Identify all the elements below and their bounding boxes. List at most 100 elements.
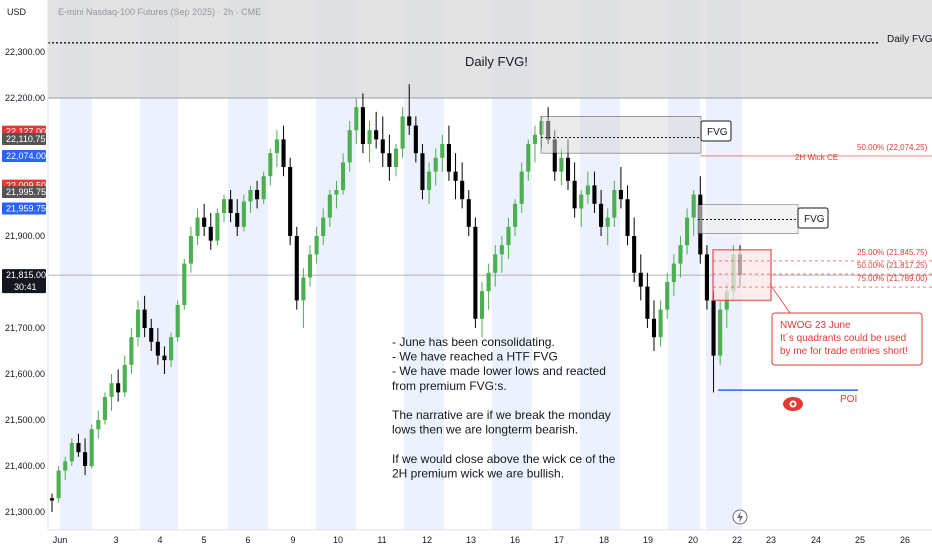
nwog-callout[interactable]: NWOG 23 June It´s quadrants could be use…: [771, 312, 923, 366]
price-tick-label: 22,300.00: [5, 47, 45, 57]
price-tag[interactable]: 22,074.00: [2, 149, 46, 162]
candle-body: [49, 498, 55, 501]
candle-body: [565, 157, 571, 181]
price-tag[interactable]: 22,110.75: [2, 133, 46, 146]
time-tick-label: 22: [732, 535, 742, 545]
price-tag[interactable]: 21,959.75: [2, 202, 46, 215]
candle-body: [221, 199, 227, 213]
candle-body: [718, 309, 723, 356]
candle-body: [486, 272, 491, 292]
daily-fvg-label: Daily FVG: [887, 34, 932, 45]
candle-body: [261, 176, 266, 200]
price-tag-label: 22,127.00: [6, 127, 46, 137]
currency-label[interactable]: USD: [7, 7, 27, 17]
time-tick-label: 13: [466, 535, 476, 545]
candle-body: [235, 213, 240, 227]
note-line: lows then we are longterm bearish.: [392, 423, 578, 437]
candle-body: [89, 429, 94, 466]
candle-body: [274, 139, 279, 154]
time-tick-label: 17: [554, 535, 564, 545]
fvg-1-zone[interactable]: [540, 116, 702, 154]
time-tick-label: 3: [113, 535, 118, 545]
price-tick-label: 21,500.00: [5, 415, 45, 425]
candle-body: [711, 300, 716, 356]
candle-body: [618, 190, 623, 200]
notes-text-block: - June has been consolidating.- We have …: [392, 335, 616, 480]
price-tag-label: 22,110.75: [6, 134, 45, 144]
candle-body: [321, 217, 326, 236]
candle-body: [294, 236, 299, 301]
candle-body: [327, 194, 332, 218]
time-tick-label: 12: [422, 535, 432, 545]
candle-body: [420, 153, 425, 190]
candle-body: [380, 139, 385, 154]
candle-body: [519, 171, 524, 204]
candle-body: [526, 144, 531, 172]
price-tags: 22,127.0022,110.7522,074.0022,009.5021,9…: [2, 125, 46, 294]
candle-body: [195, 217, 200, 236]
fvg-box-2[interactable]: FVG: [797, 207, 829, 229]
candle-body: [493, 254, 498, 273]
poi-marker[interactable]: [783, 397, 803, 411]
candle-body: [506, 226, 511, 246]
candle-body: [334, 190, 339, 195]
candle-body: [175, 305, 180, 338]
candle-body: [142, 309, 147, 328]
daily-fvg-title: Daily FVG!: [465, 54, 528, 69]
nwog-box[interactable]: [712, 249, 772, 302]
candle-body: [169, 337, 174, 361]
candle-body: [367, 130, 372, 144]
candle-body: [407, 116, 412, 126]
time-tick-label: Jun: [53, 535, 68, 545]
background-layer: [48, 0, 932, 530]
candle-body: [288, 167, 293, 236]
nwog-line-2: It´s quadrants could be used: [780, 332, 906, 344]
candle-body: [579, 194, 584, 209]
candle-body: [109, 383, 114, 397]
candle-body: [155, 341, 160, 356]
candle-body: [559, 157, 564, 172]
nwog-line-3: by me for trade entries short!: [780, 346, 908, 357]
note-line: The narrative are if we break the monday: [392, 408, 611, 422]
candle-body: [685, 217, 690, 246]
fvg-label-2: FVG: [804, 214, 825, 225]
time-tick-label: 10: [333, 535, 343, 545]
fvg-label-1: FVG: [707, 127, 728, 138]
time-tick-label: 25: [855, 535, 865, 545]
candle-body: [387, 153, 392, 167]
candle-body: [241, 201, 246, 227]
candle-body: [632, 236, 637, 273]
price-tag[interactable]: 21,815.00 30:41: [2, 269, 46, 294]
candle-body: [255, 190, 260, 200]
time-tick-label: 23: [766, 535, 776, 545]
candle-body: [347, 130, 352, 163]
price-tag-countdown: 30:41: [14, 282, 37, 292]
candle-body: [499, 245, 504, 255]
candle-body: [96, 420, 101, 430]
candle-body: [479, 291, 485, 319]
price-tag-label: 21,995.75: [6, 187, 46, 197]
candle-body: [202, 217, 207, 227]
candle-body: [599, 203, 604, 227]
fib-75-label: 75.00% (21,789.00): [857, 274, 928, 283]
candle-body: [354, 107, 359, 131]
note-line: - We have reached a HTF FVG: [392, 350, 558, 364]
candle-body: [645, 286, 650, 319]
candle-body: [188, 236, 193, 264]
lightning-icon[interactable]: [732, 509, 748, 525]
fvg-box-1[interactable]: FVG: [700, 120, 732, 142]
price-tick-label: 21,700.00: [5, 323, 45, 333]
time-axis-labels: Jun 3 4 5 6 9 10 11 12 13 16 17 18 19 20 22 23 24 25 26: [53, 535, 910, 545]
candle-body: [704, 254, 709, 301]
candle-body: [473, 226, 478, 319]
note-line: from premium FVG:s.: [392, 379, 507, 393]
candle-body: [440, 144, 445, 158]
candle-body: [69, 443, 74, 462]
time-tick-label: 6: [245, 535, 250, 545]
candle-body: [248, 190, 253, 202]
nwog-line-1: NWOG 23 June: [780, 320, 851, 331]
price-tag[interactable]: 21,995.75: [2, 185, 46, 198]
time-tick-label: 18: [599, 535, 609, 545]
note-line: - June has been consolidating.: [392, 335, 555, 349]
